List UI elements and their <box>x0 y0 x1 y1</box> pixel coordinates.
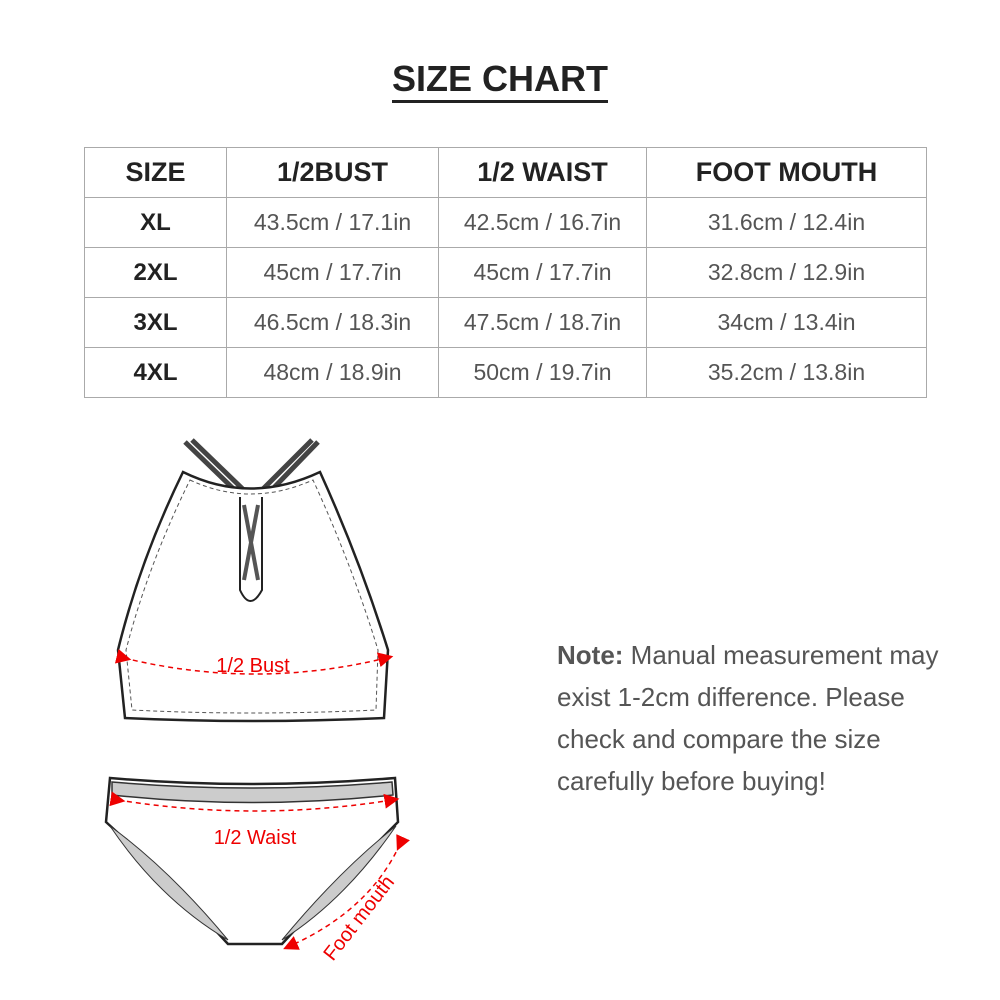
waist-cell: 45cm / 17.7in <box>438 247 647 298</box>
title-text: SIZE CHART <box>392 58 608 103</box>
size-table: SIZE 1/2BUST 1/2 WAIST FOOT MOUTH XL 43.5… <box>84 147 927 398</box>
waist-label: 1/2 Waist <box>214 827 297 849</box>
foot-cell: 31.6cm / 12.4in <box>646 197 927 248</box>
size-cell: 2XL <box>84 247 227 298</box>
waist-cell: 42.5cm / 16.7in <box>438 197 647 248</box>
size-cell: XL <box>84 197 227 248</box>
foot-cell: 35.2cm / 13.8in <box>646 347 927 398</box>
table-row: 2XL 45cm / 17.7in 45cm / 17.7in 32.8cm / 12… <box>84 247 927 298</box>
note-label: Note: <box>557 640 624 670</box>
note-text: Note: Manual measurement may exist 1-2cm… <box>557 634 957 802</box>
table-row: XL 43.5cm / 17.1in 42.5cm / 16.7in 31.6cm /… <box>84 197 927 248</box>
bust-cell: 43.5cm / 17.1in <box>226 197 439 248</box>
foot-cell: 32.8cm / 12.9in <box>646 247 927 298</box>
bust-cell: 48cm / 18.9in <box>226 347 439 398</box>
foot-mouth-arrow <box>283 834 410 950</box>
header-waist: 1/2 WAIST <box>438 147 647 198</box>
header-size: SIZE <box>84 147 227 198</box>
header-foot-mouth: FOOT MOUTH <box>646 147 927 198</box>
waist-cell: 50cm / 19.7in <box>438 347 647 398</box>
table-row: 4XL 48cm / 18.9in 50cm / 19.7in 35.2cm / 13… <box>84 347 927 398</box>
bust-label: 1/2 Bust <box>216 655 290 677</box>
table-row: 3XL 46.5cm / 18.3in 47.5cm / 18.7in 34cm / … <box>84 297 927 348</box>
bikini-top-illustration <box>116 438 390 723</box>
bust-cell: 46.5cm / 18.3in <box>226 297 439 348</box>
waist-arrow <box>109 791 400 812</box>
foot-cell: 34cm / 13.4in <box>646 297 927 348</box>
bust-cell: 45cm / 17.7in <box>226 247 439 298</box>
page-title: SIZE CHART <box>0 58 1000 103</box>
note-body: Manual measurement may exist 1-2cm diffe… <box>557 640 939 796</box>
waist-cell: 47.5cm / 18.7in <box>438 297 647 348</box>
size-cell: 4XL <box>84 347 227 398</box>
